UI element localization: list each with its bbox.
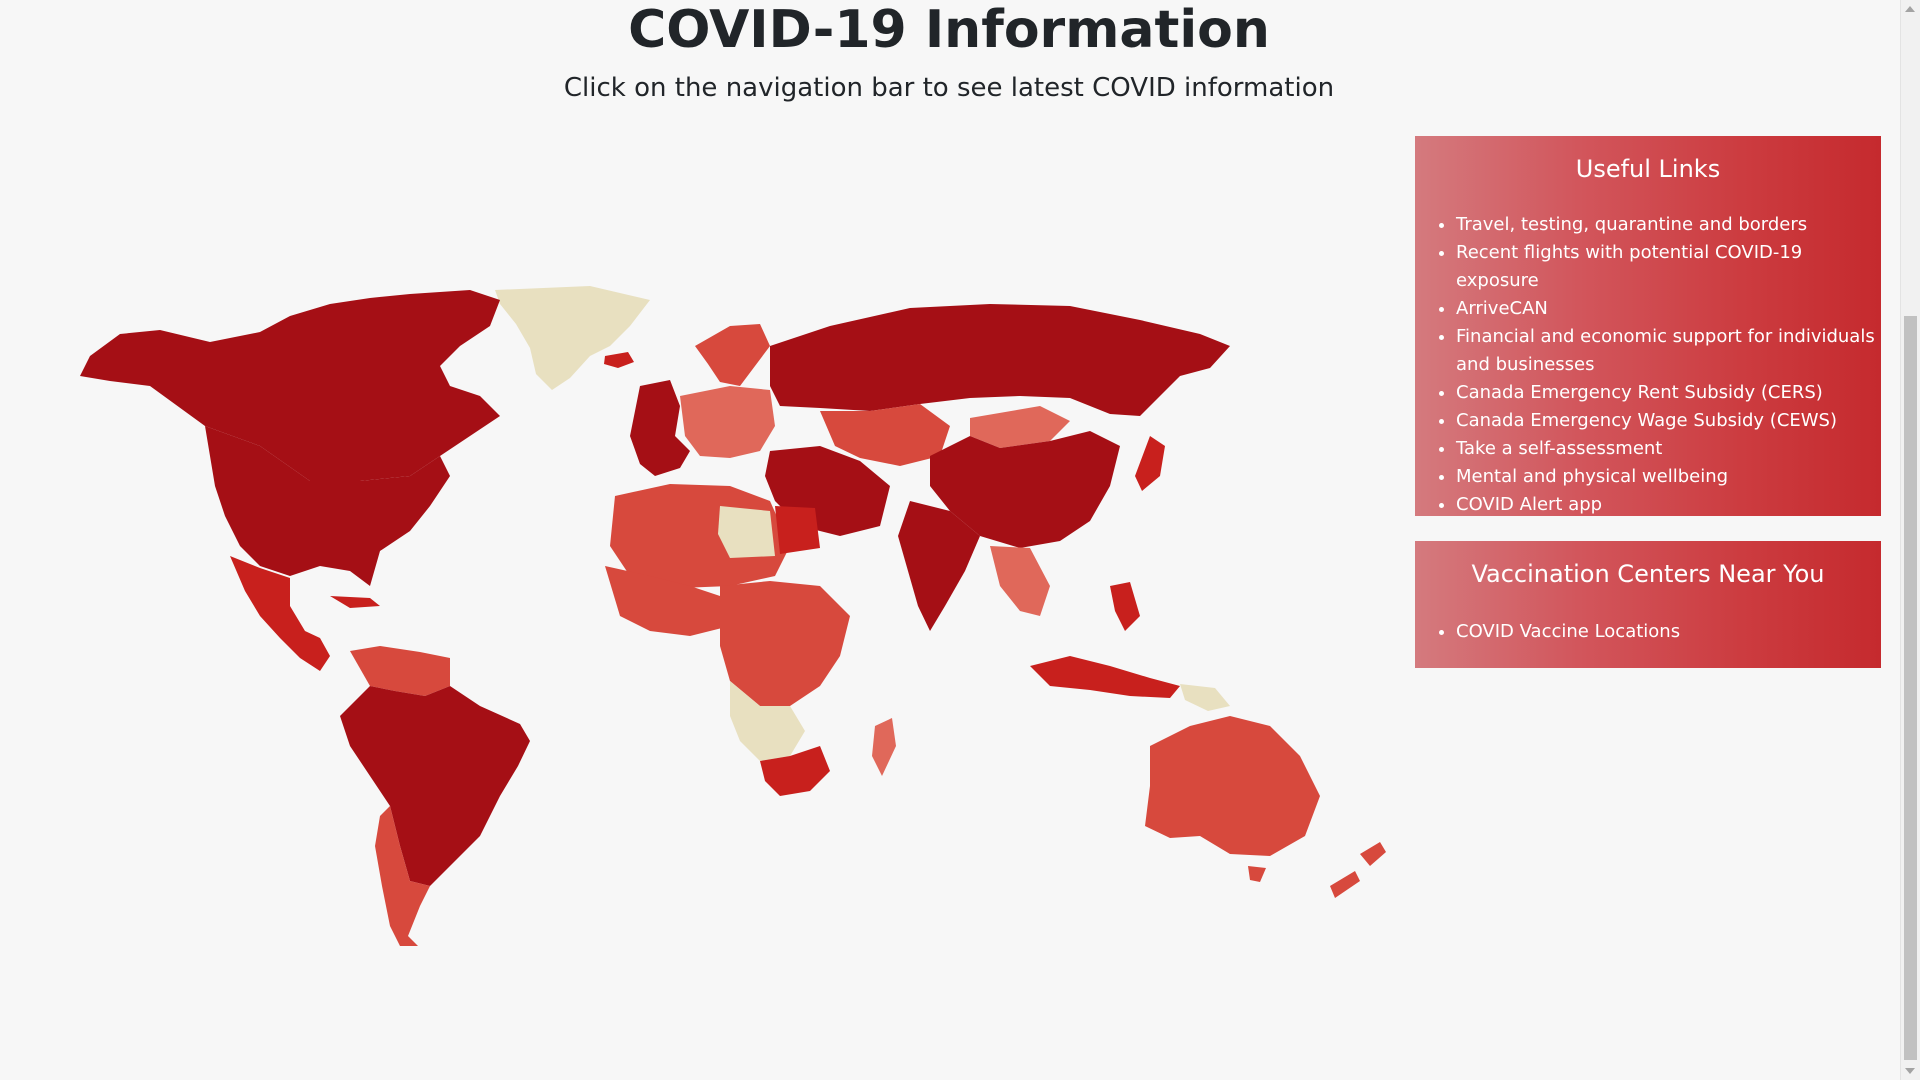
- map-region-northern-south-america[interactable]: [350, 646, 450, 696]
- map-region-west-africa[interactable]: [605, 566, 730, 636]
- map-region-new-zealand[interactable]: [1330, 842, 1386, 898]
- map-region-libya[interactable]: [718, 506, 775, 558]
- world-map[interactable]: [30, 286, 1390, 946]
- vertical-scrollbar[interactable]: [1900, 0, 1920, 1080]
- useful-link-cers[interactable]: Canada Emergency Rent Subsidy (CERS): [1456, 379, 1881, 407]
- world-map-svg[interactable]: [30, 286, 1390, 946]
- map-region-brazil[interactable]: [340, 686, 530, 886]
- map-region-western-europe[interactable]: [630, 380, 690, 476]
- useful-link-financial-support[interactable]: Financial and economic support for indiv…: [1456, 323, 1881, 379]
- useful-links-list: Travel, testing, quarantine and borders …: [1415, 211, 1881, 519]
- map-region-usa[interactable]: [205, 426, 450, 586]
- scroll-up-arrow-icon[interactable]: [1905, 6, 1915, 12]
- useful-link-recent-flights[interactable]: Recent flights with potential COVID-19 e…: [1456, 239, 1881, 295]
- map-region-mexico[interactable]: [230, 556, 330, 671]
- map-region-png[interactable]: [1180, 684, 1230, 711]
- map-region-southern-cone[interactable]: [375, 806, 430, 946]
- map-region-central-europe[interactable]: [680, 386, 775, 458]
- map-region-central-asia[interactable]: [820, 404, 950, 466]
- map-region-canada[interactable]: [80, 290, 500, 481]
- useful-link-covid-alert[interactable]: COVID Alert app: [1456, 491, 1881, 519]
- page-title: COVID-19 Information: [628, 0, 1270, 60]
- map-region-india[interactable]: [898, 501, 980, 631]
- useful-link-arrivecan[interactable]: ArriveCAN: [1456, 295, 1881, 323]
- vaccination-list: COVID Vaccine Locations: [1415, 618, 1881, 646]
- map-region-madagascar[interactable]: [872, 718, 896, 776]
- page-subtitle: Click on the navigation bar to see lates…: [563, 73, 1335, 103]
- useful-link-travel[interactable]: Travel, testing, quarantine and borders: [1456, 211, 1881, 239]
- map-region-mongolia[interactable]: [970, 406, 1070, 448]
- map-region-japan[interactable]: [1135, 436, 1165, 491]
- vaccination-card: Vaccination Centers Near You COVID Vacci…: [1415, 541, 1881, 668]
- map-region-russia[interactable]: [770, 304, 1230, 416]
- map-region-southern-africa-nodata[interactable]: [730, 681, 805, 761]
- useful-link-wellbeing[interactable]: Mental and physical wellbeing: [1456, 463, 1881, 491]
- vaccination-title: Vaccination Centers Near You: [1471, 560, 1825, 588]
- map-region-greenland[interactable]: [495, 286, 650, 390]
- map-region-scandinavia[interactable]: [695, 324, 770, 386]
- map-region-central-africa[interactable]: [720, 581, 850, 706]
- useful-links-title: Useful Links: [1575, 155, 1721, 183]
- map-region-china[interactable]: [930, 431, 1120, 548]
- scrollbar-thumb[interactable]: [1904, 316, 1917, 1060]
- scroll-down-arrow-icon[interactable]: [1905, 1068, 1915, 1074]
- map-region-iceland[interactable]: [604, 352, 634, 368]
- map-region-indonesia[interactable]: [1030, 656, 1180, 698]
- map-region-australia[interactable]: [1145, 716, 1320, 856]
- map-region-philippines[interactable]: [1110, 582, 1140, 631]
- map-region-tasmania[interactable]: [1248, 866, 1266, 882]
- useful-link-cews[interactable]: Canada Emergency Wage Subsidy (CEWS): [1456, 407, 1881, 435]
- map-region-south-africa[interactable]: [760, 746, 830, 796]
- map-region-southeast-asia[interactable]: [990, 546, 1050, 616]
- vaccination-link-locations[interactable]: COVID Vaccine Locations: [1456, 618, 1881, 646]
- map-region-egypt[interactable]: [775, 506, 820, 554]
- useful-link-self-assessment[interactable]: Take a self-assessment: [1456, 435, 1881, 463]
- useful-links-card: Useful Links Travel, testing, quarantine…: [1415, 136, 1881, 516]
- map-region-caribbean[interactable]: [330, 596, 380, 608]
